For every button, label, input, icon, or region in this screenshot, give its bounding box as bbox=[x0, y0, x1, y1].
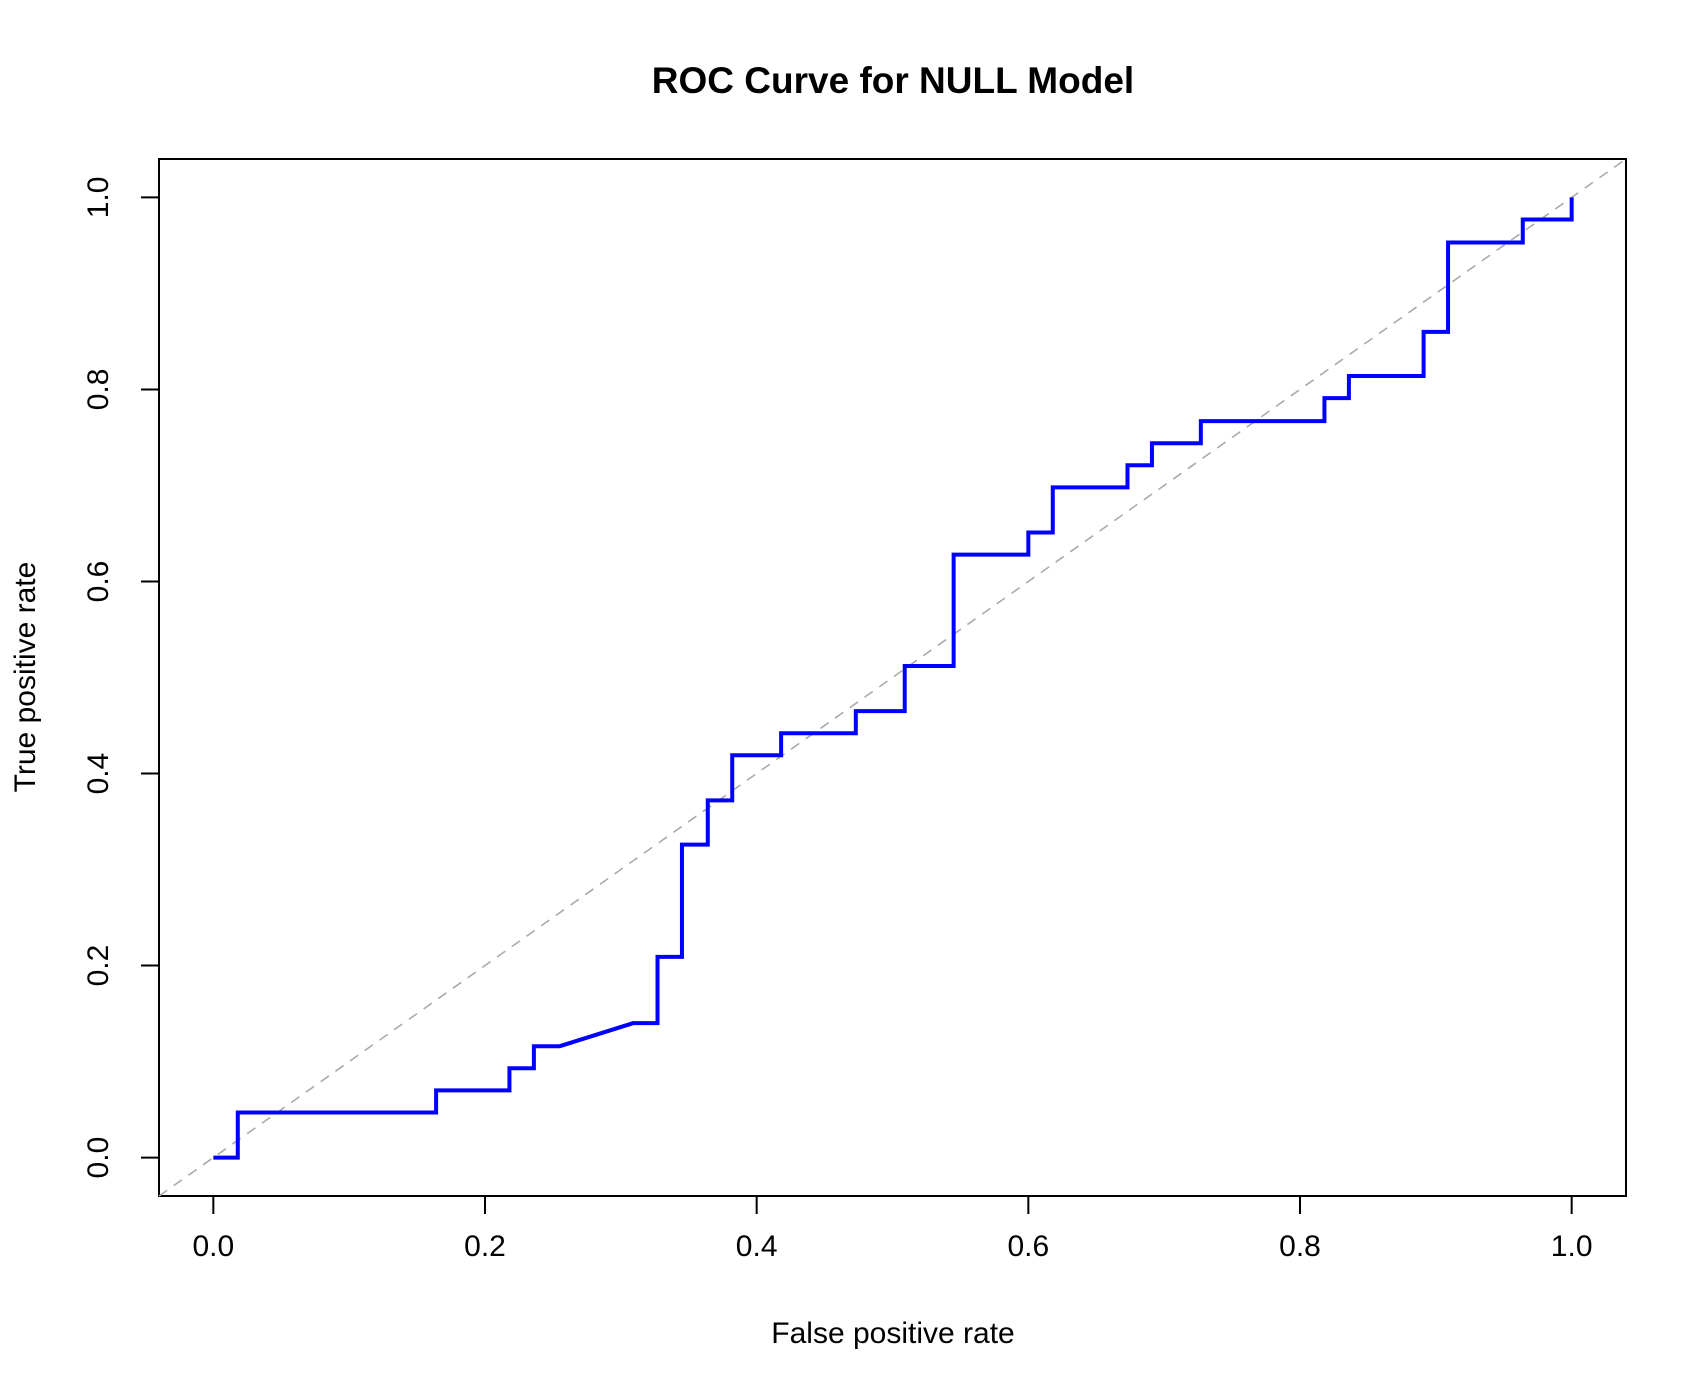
y-tick-label: 1.0 bbox=[82, 177, 115, 219]
y-tick-label: 0.6 bbox=[82, 561, 115, 603]
x-tick-label: 0.0 bbox=[192, 1230, 234, 1263]
chart-title: ROC Curve for NULL Model bbox=[652, 60, 1134, 101]
reference-diagonal-line bbox=[158, 158, 1627, 1197]
roc-curve-line bbox=[213, 197, 1574, 1160]
plot-frame bbox=[158, 158, 1627, 1197]
y-tick-label: 0.0 bbox=[82, 1137, 115, 1179]
x-tick-label: 0.8 bbox=[1279, 1230, 1321, 1263]
x-tick-label: 0.6 bbox=[1007, 1230, 1049, 1263]
y-tick-label: 0.4 bbox=[82, 753, 115, 795]
y-tick-label: 0.8 bbox=[82, 369, 115, 411]
x-axis: 0.0 0.2 0.4 0.6 0.8 1.0 bbox=[192, 1195, 1593, 1263]
y-tick-label: 0.2 bbox=[82, 945, 115, 987]
x-tick-label: 1.0 bbox=[1551, 1230, 1593, 1263]
x-tick-label: 0.4 bbox=[736, 1230, 778, 1263]
x-axis-label: False positive rate bbox=[771, 1317, 1014, 1350]
x-tick-label: 0.2 bbox=[464, 1230, 506, 1263]
y-axis-label: True positive rate bbox=[9, 562, 42, 793]
series-layer bbox=[158, 158, 1627, 1197]
y-axis: 0.0 0.2 0.4 0.6 0.8 1.0 bbox=[82, 177, 160, 1179]
